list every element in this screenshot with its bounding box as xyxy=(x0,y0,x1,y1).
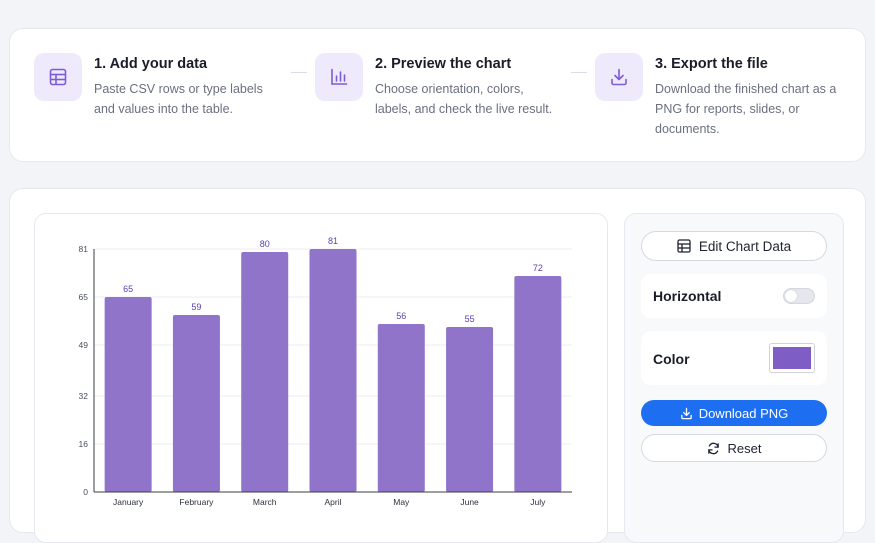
y-tick-label: 0 xyxy=(83,487,88,497)
bar xyxy=(241,252,289,492)
download-icon xyxy=(595,53,643,101)
bar xyxy=(104,297,152,492)
x-tick-label: March xyxy=(253,497,277,507)
step-description-line: and values into the table. xyxy=(94,102,233,116)
step-description: Paste CSV rows or type labels and values… xyxy=(94,79,263,119)
data-label: 65 xyxy=(123,284,133,294)
step-title: 3. Export the file xyxy=(655,56,768,72)
chart-container: 0 16 32 49 65 81 65 January 59 February 80 March 81 A… xyxy=(34,213,608,543)
step-description-line: Choose orientation, colors, xyxy=(375,82,524,96)
bar-chart-icon xyxy=(315,53,363,101)
edit-chart-data-button[interactable]: Edit Chart Data xyxy=(641,231,827,261)
step-description-line: Download the finished chart as a xyxy=(655,82,837,96)
step-description-line: labels, and check the live result. xyxy=(375,102,553,116)
bar xyxy=(172,315,220,492)
step-description: Download the finished chart as a PNG for… xyxy=(655,79,836,139)
data-label: 59 xyxy=(191,302,201,312)
x-tick-label: January xyxy=(113,497,144,507)
y-tick-label: 49 xyxy=(79,340,89,350)
x-tick-label: May xyxy=(393,497,410,507)
horizontal-label: Horizontal xyxy=(653,288,722,304)
y-tick-label: 81 xyxy=(79,244,89,254)
y-tick-label: 65 xyxy=(79,292,89,302)
download-icon xyxy=(680,407,692,419)
bar xyxy=(377,324,425,492)
data-label: 81 xyxy=(328,236,338,246)
data-label: 72 xyxy=(533,263,543,273)
steps-card: 1. Add your data Paste CSV rows or type … xyxy=(9,28,866,162)
data-label: 55 xyxy=(465,314,475,324)
download-png-label: Download PNG xyxy=(698,405,789,421)
bar xyxy=(446,327,494,492)
step-divider xyxy=(291,72,307,73)
chart-settings-panel: Edit Chart Data Horizontal Color Downloa… xyxy=(624,213,844,543)
step-divider xyxy=(571,72,587,73)
color-swatch xyxy=(773,347,811,369)
color-label: Color xyxy=(653,351,690,367)
step-description-line: PNG for reports, slides, or xyxy=(655,102,800,116)
step-description-line: Paste CSV rows or type labels xyxy=(94,82,263,96)
horizontal-toggle[interactable] xyxy=(783,288,815,304)
x-tick-label: April xyxy=(324,497,341,507)
download-png-button[interactable]: Download PNG xyxy=(641,400,827,426)
step-title: 2. Preview the chart xyxy=(375,56,512,72)
bar xyxy=(309,249,357,492)
table-icon xyxy=(34,53,82,101)
step-description-line: documents. xyxy=(655,122,720,136)
data-label: 80 xyxy=(260,239,270,249)
x-tick-label: June xyxy=(460,497,479,507)
x-tick-label: July xyxy=(530,497,546,507)
color-picker[interactable] xyxy=(769,343,815,373)
y-tick-label: 32 xyxy=(79,391,89,401)
toggle-knob xyxy=(785,290,797,302)
main-card: 0 16 32 49 65 81 65 January 59 February 80 March 81 A… xyxy=(9,188,866,543)
horizontal-row: Horizontal xyxy=(641,274,827,318)
refresh-icon xyxy=(707,442,719,454)
reset-button[interactable]: Reset xyxy=(641,434,827,462)
color-row: Color xyxy=(641,331,827,385)
y-tick-label: 16 xyxy=(79,439,89,449)
step-description: Choose orientation, colors, labels, and … xyxy=(375,79,552,119)
bar xyxy=(514,276,562,492)
reset-label: Reset xyxy=(727,440,762,456)
edit-chart-data-label: Edit Chart Data xyxy=(698,238,792,254)
data-label: 56 xyxy=(396,311,406,321)
step-title: 1. Add your data xyxy=(94,56,208,72)
bar-chart: 0 16 32 49 65 81 65 January 59 February 80 March 81 A… xyxy=(79,236,572,507)
table-icon xyxy=(677,239,691,253)
x-tick-label: February xyxy=(179,497,214,507)
